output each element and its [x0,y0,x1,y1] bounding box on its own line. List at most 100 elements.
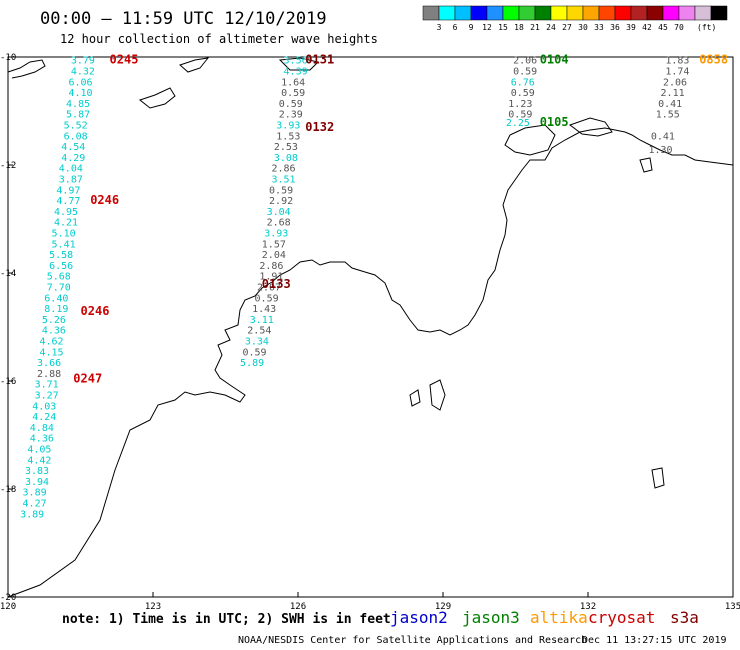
wave-height-value: 1.83 [665,56,689,67]
wave-height-value: 0.59 [242,347,266,358]
wave-height-value: 2.07 [257,283,281,294]
colorbar-swatch [422,5,440,21]
wave-height-value: 0.59 [255,293,279,304]
wave-height-value: 4.36 [42,326,66,337]
wave-height-value: 4.77 [56,196,80,207]
wave-height-value: 2.06 [513,56,537,67]
colorbar-tick: 39 [626,23,636,32]
chart-title: 00:00 – 11:59 UTC 12/10/2019 [40,9,327,29]
colorbar-tick: 18 [514,23,524,32]
colorbar-tick: 12 [482,23,492,32]
colorbar-swatch [582,5,600,21]
wave-height-value: 0.41 [658,99,682,110]
lon-tick-label: 132 [580,602,596,612]
wave-height-value: 2.68 [267,218,291,229]
lon-tick-label: 120 [0,602,16,612]
wave-height-value: 3.83 [25,466,49,477]
colorbar-swatch [646,5,664,21]
wave-height-value: 2.04 [262,250,286,261]
lat-tick-label: -12 [0,161,16,171]
wave-height-value: 4.27 [23,499,47,510]
pass-time-label: 0245 [110,53,139,67]
colorbar-swatch [470,5,488,21]
wave-height-value: 4.62 [39,337,63,348]
colorbar-tick: 21 [530,23,540,32]
wave-height-value: 0.41 [651,131,675,142]
wave-height-value: 3.94 [25,477,49,488]
colorbar-tick: 33 [594,23,604,32]
colorbar-unit: (ft) [697,23,716,32]
footer-credit: NOAA/NESDIS Center for Satellite Applica… [238,635,587,646]
colorbar-tick: 9 [469,23,474,32]
wave-height-value: 3.27 [35,391,59,402]
colorbar-swatch [534,5,552,21]
wave-height-value: 1.43 [252,304,276,315]
colorbar-tick: 6 [453,23,458,32]
satellite-legend-jason3: jason3 [462,608,520,627]
wave-height-value: 2.92 [269,196,293,207]
wave-height-value: 5.68 [47,272,71,283]
colorbar-tick: 36 [610,23,620,32]
footer-note: note: 1) Time is in UTC; 2) SWH is in fe… [62,612,391,627]
satellite-legend-altika: altika [530,608,588,627]
wave-height-value: 8.19 [44,304,68,315]
colorbar-swatch [550,5,568,21]
wave-height-value: 0.59 [281,88,305,99]
wave-height-value: 1.53 [276,131,300,142]
wave-height-value: 3.87 [59,175,83,186]
pass-time-label: 0131 [305,53,334,67]
wave-height-value: 2.86 [259,261,283,272]
colorbar-swatch [598,5,616,21]
wave-height-value: 5.41 [52,239,76,250]
wave-height-value: 5.52 [64,121,88,132]
colorbar-swatch [518,5,536,21]
lon-tick-label: 123 [145,602,161,612]
wave-height-value: 4.97 [56,185,80,196]
colorbar-tick: 70 [674,23,684,32]
satellite-legend-cryosat: cryosat [588,608,655,627]
wave-height-value: 6.08 [64,131,88,142]
chart-subtitle: 12 hour collection of altimeter wave hei… [60,32,378,46]
wave-height-value: 3.89 [20,509,44,520]
wave-height-value: 4.05 [27,445,51,456]
wave-height-value: 3.04 [267,207,291,218]
colorbar-swatch [710,5,728,21]
wave-height-value: 6.40 [44,293,68,304]
wave-height-value: 4.10 [68,88,92,99]
wave-height-value: 4.03 [32,401,56,412]
colorbar-tick: 24 [546,23,556,32]
satellite-legend-s3a: s3a [670,608,699,627]
pass-time-label: 0246 [90,193,119,207]
colorbar-swatch [566,5,584,21]
pass-time-label: 0858 [699,53,728,67]
lat-tick-label: -14 [0,269,16,279]
wave-height-value: 1.91 [259,272,283,283]
wave-height-value: 3.34 [245,337,269,348]
wave-height-value: 6.06 [68,77,92,88]
lat-tick-label: -10 [0,53,16,63]
map-frame [7,56,734,598]
satellite-legend: jason2 jason3 altika cryosat s3a [390,608,699,627]
colorbar-legend: 3 6 9 12 15 18 21 24 27 30 33 36 39 42 45 70 (ft) [422,5,728,32]
wave-height-value: 4.42 [27,455,51,466]
wave-height-value: 4.04 [59,164,83,175]
colorbar-swatch [694,5,712,21]
colorbar-swatch [630,5,648,21]
colorbar-swatch [614,5,632,21]
wave-height-value: 2.39 [279,110,303,121]
wave-height-value: 3.79 [71,56,95,67]
colorbar-tick: 27 [562,23,572,32]
pass-time-label: 0105 [540,115,569,129]
wave-height-value: 0.59 [511,88,535,99]
wave-height-value: 5.89 [240,358,264,369]
wave-height-value: 7.70 [47,283,71,294]
wave-height-value: 6.56 [49,261,73,272]
wave-height-value: 4.21 [54,218,78,229]
wave-height-value: 5.58 [49,250,73,261]
wave-height-value: 2.06 [663,77,687,88]
colorbar-tick: 3 [437,23,442,32]
colorbar-tick: 42 [642,23,652,32]
colorbar-tick: 15 [498,23,508,32]
wave-height-value: 3.08 [274,153,298,164]
